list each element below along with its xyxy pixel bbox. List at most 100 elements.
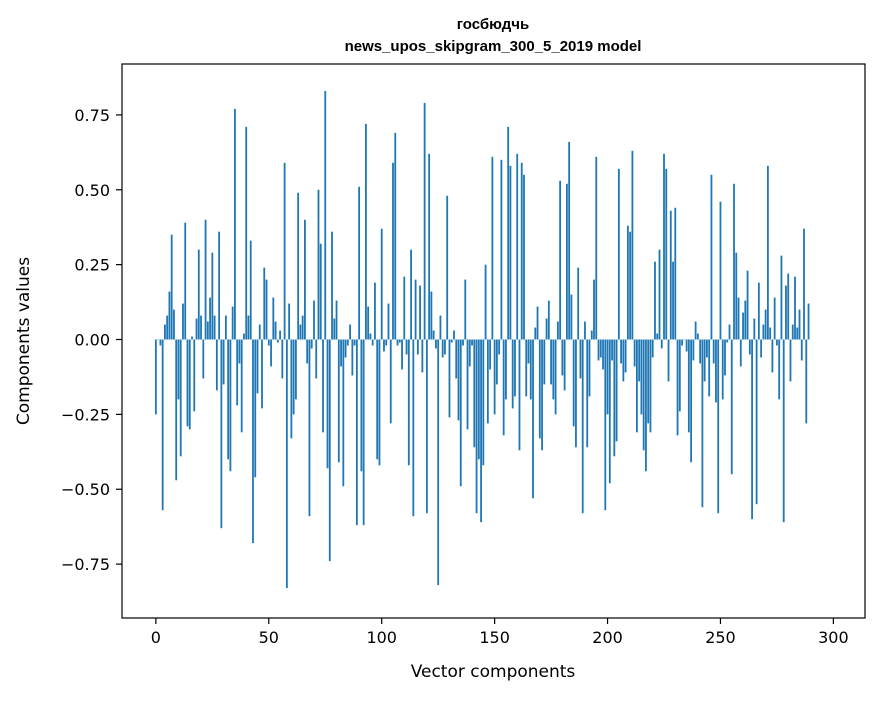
bar-269: [762, 325, 764, 340]
bar-267: [758, 283, 760, 340]
bar-176: [552, 340, 554, 400]
bar-49: [266, 280, 268, 340]
bar-56: [281, 340, 283, 379]
bar-160: [516, 154, 518, 340]
bar-43: [252, 340, 254, 544]
bar-48: [263, 268, 265, 340]
bar-54: [277, 340, 279, 343]
bar-250: [720, 202, 722, 340]
bar-178: [557, 322, 559, 340]
bar-109: [401, 340, 403, 370]
bar-124: [435, 340, 437, 349]
bar-195: [595, 157, 597, 340]
bar-113: [410, 250, 412, 340]
bar-23: [207, 322, 209, 340]
bar-198: [602, 340, 604, 370]
bar-212: [634, 340, 636, 367]
bar-260: [742, 313, 744, 340]
bar-191: [586, 340, 588, 448]
bar-101: [383, 340, 385, 352]
bar-68: [309, 340, 311, 517]
bar-41: [248, 316, 250, 340]
bar-39: [243, 334, 245, 340]
y-tick-label: 0.50: [74, 181, 110, 200]
bar-161: [519, 340, 521, 451]
bar-254: [729, 325, 731, 340]
bar-132: [453, 331, 455, 340]
bar-248: [715, 340, 717, 403]
bar-165: [528, 340, 530, 364]
bar-80: [336, 301, 338, 340]
bar-24: [209, 298, 211, 340]
bar-10: [178, 340, 180, 400]
bar-216: [643, 340, 645, 451]
bar-245: [708, 340, 710, 397]
bar-112: [408, 340, 410, 466]
bar-240: [697, 334, 699, 340]
bar-199: [604, 340, 606, 511]
bar-30: [223, 340, 225, 385]
bar-227: [668, 340, 670, 382]
bar-148: [489, 340, 491, 370]
bar-74: [322, 340, 324, 433]
bar-226: [665, 169, 667, 340]
bar-19: [198, 250, 200, 340]
bar-111: [406, 340, 408, 355]
bar-285: [799, 310, 801, 340]
y-tick-label: 0.75: [74, 106, 110, 125]
bar-201: [609, 340, 611, 484]
bar-6: [169, 292, 171, 340]
bar-121: [428, 154, 430, 340]
bar-142: [476, 340, 478, 514]
bar-154: [503, 340, 505, 436]
bar-110: [403, 277, 405, 340]
bar-151: [496, 340, 498, 385]
bar-257: [735, 253, 737, 340]
bar-143: [478, 340, 480, 460]
bar-31: [225, 316, 227, 340]
x-axis-label: Vector components: [411, 662, 576, 682]
bar-180: [561, 340, 563, 376]
bar-166: [530, 340, 532, 400]
bar-79: [333, 319, 335, 340]
bar-8: [173, 310, 175, 340]
bar-233: [681, 340, 683, 346]
bar-51: [270, 340, 272, 367]
bar-106: [394, 133, 396, 340]
bar-170: [539, 340, 541, 439]
bar-263: [749, 340, 751, 355]
x-tick-label: 200: [592, 628, 623, 647]
bar-89: [356, 340, 358, 526]
bar-271: [767, 166, 769, 340]
bar-174: [548, 301, 550, 340]
bar-203: [613, 340, 615, 457]
bar-272: [769, 328, 771, 340]
bar-32: [227, 340, 229, 460]
bar-239: [695, 322, 697, 340]
bar-46: [259, 325, 261, 340]
bar-146: [485, 265, 487, 340]
bar-232: [679, 340, 681, 412]
x-tick-label: 250: [705, 628, 736, 647]
bar-9: [175, 340, 177, 481]
bar-182: [566, 184, 568, 340]
bar-184: [571, 295, 573, 340]
bar-149: [491, 157, 493, 340]
bar-153: [501, 160, 503, 340]
bar-150: [494, 340, 496, 415]
bar-217: [645, 340, 647, 472]
bar-280: [787, 274, 789, 340]
bar-123: [433, 331, 435, 340]
bar-129: [446, 196, 448, 340]
bar-3: [162, 340, 164, 511]
bar-159: [514, 340, 516, 397]
bar-281: [790, 340, 792, 382]
bar-264: [751, 340, 753, 520]
bar-92: [363, 340, 365, 526]
bar-139: [469, 340, 471, 367]
bar-235: [686, 340, 688, 352]
bar-286: [801, 340, 803, 361]
bar-209: [627, 226, 629, 340]
